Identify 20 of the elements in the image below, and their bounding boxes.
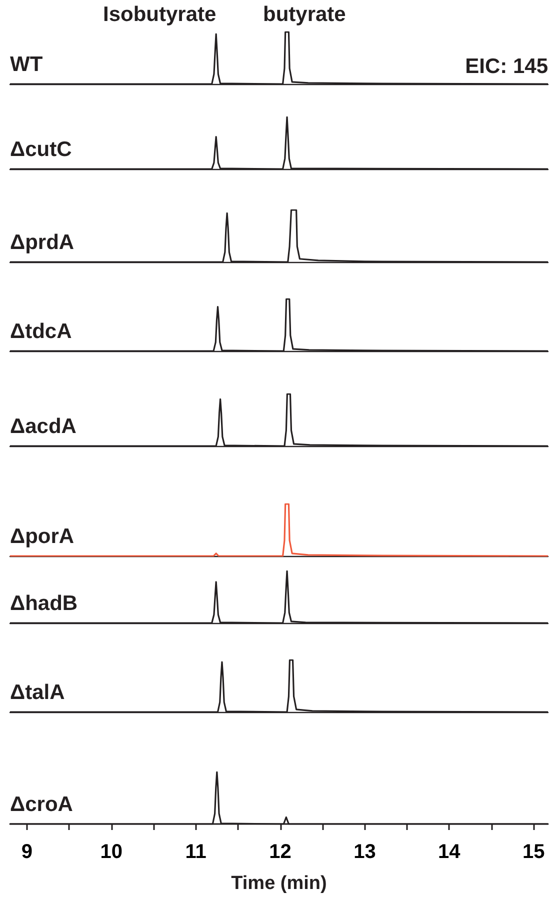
x-tick-label: 12 — [269, 841, 292, 863]
x-tick-label: 11 — [185, 841, 206, 863]
x-axis-title: Time (min) — [231, 873, 327, 894]
series-label: ΔprdA — [10, 231, 74, 254]
annotation: EIC: 145 — [465, 55, 548, 78]
series-label: ΔacdA — [10, 415, 76, 438]
text: Isobutyrate — [103, 3, 216, 26]
series-label: ΔtalA — [10, 681, 65, 704]
series-label: ΔcroA — [10, 793, 73, 816]
series-label: ΔporA — [10, 525, 74, 548]
x-tick-label: 10 — [100, 841, 122, 863]
x-tick-label: 14 — [438, 841, 462, 863]
x-tick-label: 13 — [354, 841, 376, 863]
text: butyrate — [263, 3, 346, 26]
x-tick-label: 9 — [21, 841, 32, 863]
series-label: ΔtdcA — [10, 320, 72, 343]
series-label: WT — [10, 53, 43, 76]
x-tick-label: 15 — [522, 841, 545, 863]
series-label: ΔhadB — [10, 592, 78, 615]
series-label: ΔcutC — [10, 138, 72, 161]
